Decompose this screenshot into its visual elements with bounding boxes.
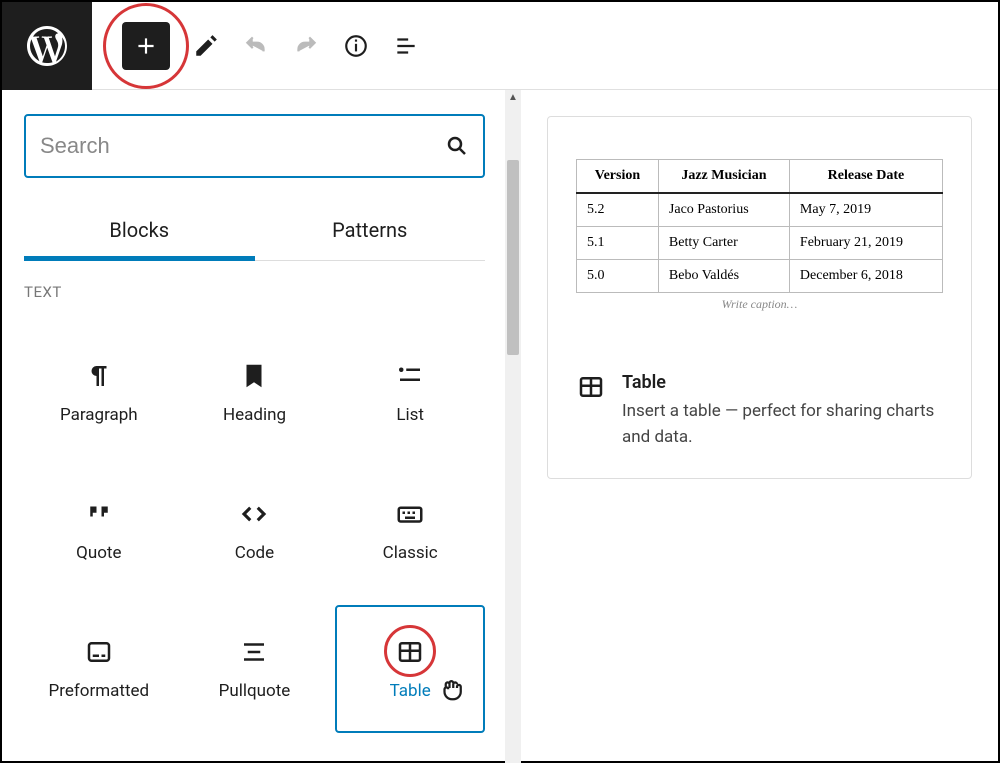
- search-input[interactable]: [40, 133, 445, 159]
- wordpress-icon: [23, 22, 71, 70]
- description-text: Insert a table — perfect for sharing cha…: [622, 399, 943, 450]
- table-cell: December 6, 2018: [789, 260, 942, 293]
- preview-card: VersionJazz MusicianRelease Date 5.2Jaco…: [547, 116, 972, 479]
- plus-icon: [133, 33, 159, 59]
- block-paragraph[interactable]: Paragraph: [24, 329, 174, 457]
- block-quote[interactable]: Quote: [24, 467, 174, 595]
- info-icon: [343, 33, 369, 59]
- preview-table: VersionJazz MusicianRelease Date 5.2Jaco…: [576, 159, 943, 293]
- preview-panel: VersionJazz MusicianRelease Date 5.2Jaco…: [507, 90, 998, 763]
- list-icon: [395, 361, 425, 391]
- table-row: 5.1Betty CarterFebruary 21, 2019: [577, 227, 943, 260]
- quote-icon: [84, 499, 114, 529]
- scrollbar-thumb[interactable]: [507, 160, 519, 355]
- block-inserter-panel: Blocks Patterns TEXT Paragraph Heading L…: [2, 90, 507, 763]
- search-input-wrap: [24, 114, 485, 178]
- block-label: List: [396, 405, 424, 425]
- block-table[interactable]: Table: [335, 605, 485, 733]
- tab-patterns[interactable]: Patterns: [255, 206, 486, 260]
- description-title: Table: [622, 372, 943, 393]
- block-label: Code: [235, 543, 274, 563]
- table-icon: [395, 637, 425, 667]
- table-row: 5.2Jaco PastoriusMay 7, 2019: [577, 193, 943, 227]
- grab-cursor-icon: [437, 673, 467, 708]
- undo-icon: [243, 33, 269, 59]
- table-header-cell: Jazz Musician: [658, 160, 789, 194]
- redo-icon: [293, 33, 319, 59]
- table-cell: Jaco Pastorius: [658, 193, 789, 227]
- table-cell: Betty Carter: [658, 227, 789, 260]
- edit-mode-button[interactable]: [192, 32, 220, 60]
- redo-button[interactable]: [292, 32, 320, 60]
- toolbar-items: [92, 22, 420, 70]
- table-row: 5.0Bebo ValdésDecember 6, 2018: [577, 260, 943, 293]
- scroll-up-icon: ▲: [508, 92, 518, 103]
- top-toolbar: [2, 2, 998, 90]
- block-classic[interactable]: Classic: [335, 467, 485, 595]
- table-cell: February 21, 2019: [789, 227, 942, 260]
- paragraph-icon: [84, 361, 114, 391]
- block-grid: Paragraph Heading List Quote Code Classi…: [24, 329, 485, 733]
- undo-button[interactable]: [242, 32, 270, 60]
- block-code[interactable]: Code: [180, 467, 330, 595]
- block-label: Paragraph: [60, 405, 138, 425]
- table-icon: [576, 372, 606, 402]
- scrollbar[interactable]: ▲: [505, 90, 521, 763]
- bookmark-icon: [239, 361, 269, 391]
- wordpress-logo[interactable]: [2, 2, 92, 90]
- table-header-cell: Version: [577, 160, 659, 194]
- outline-icon: [393, 33, 419, 59]
- table-header-cell: Release Date: [789, 160, 942, 194]
- pullquote-icon: [239, 637, 269, 667]
- block-list[interactable]: List: [335, 329, 485, 457]
- outline-button[interactable]: [392, 32, 420, 60]
- block-label: Classic: [383, 543, 438, 563]
- table-cell: May 7, 2019: [789, 193, 942, 227]
- search-icon: [445, 134, 469, 158]
- preformatted-icon: [84, 637, 114, 667]
- block-pullquote[interactable]: Pullquote: [180, 605, 330, 733]
- block-label: Quote: [76, 543, 121, 563]
- table-cell: 5.2: [577, 193, 659, 227]
- caption-placeholder[interactable]: Write caption…: [576, 297, 943, 312]
- info-button[interactable]: [342, 32, 370, 60]
- block-heading[interactable]: Heading: [180, 329, 330, 457]
- add-block-button[interactable]: [122, 22, 170, 70]
- table-cell: 5.1: [577, 227, 659, 260]
- block-preformatted[interactable]: Preformatted: [24, 605, 174, 733]
- table-cell: Bebo Valdés: [658, 260, 789, 293]
- tab-blocks[interactable]: Blocks: [24, 206, 255, 260]
- section-label-text: TEXT: [24, 283, 485, 301]
- block-label: Pullquote: [219, 681, 291, 701]
- inserter-tabs: Blocks Patterns: [24, 206, 485, 261]
- block-label: Table: [390, 681, 431, 701]
- table-cell: 5.0: [577, 260, 659, 293]
- block-label: Heading: [223, 405, 286, 425]
- code-icon: [239, 499, 269, 529]
- keyboard-icon: [395, 499, 425, 529]
- block-label: Preformatted: [49, 681, 150, 701]
- block-description: Table Insert a table — perfect for shari…: [576, 372, 943, 450]
- pencil-icon: [193, 33, 219, 59]
